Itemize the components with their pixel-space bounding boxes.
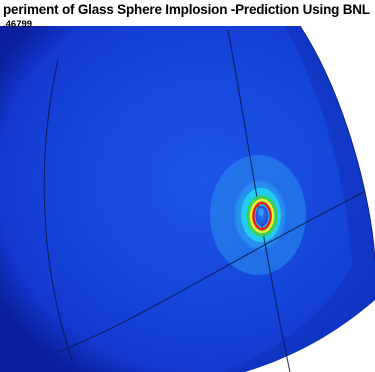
figure-title: periment of Glass Sphere Implosion -Pred… [3, 2, 370, 17]
figure-subtitle: .46799 [3, 19, 33, 30]
mesh-line-equator [57, 187, 373, 353]
ring-yellow [249, 198, 275, 234]
mesh-line-meridian-left [43, 59, 73, 361]
core-highlight [258, 208, 264, 216]
ring-green [246, 195, 278, 237]
ring-red [252, 201, 272, 231]
sphere-body [0, 26, 375, 372]
sphere-outline [299, 25, 375, 263]
sphere-limb-shading [225, 26, 375, 372]
mesh-line-meridian-right [227, 29, 291, 372]
